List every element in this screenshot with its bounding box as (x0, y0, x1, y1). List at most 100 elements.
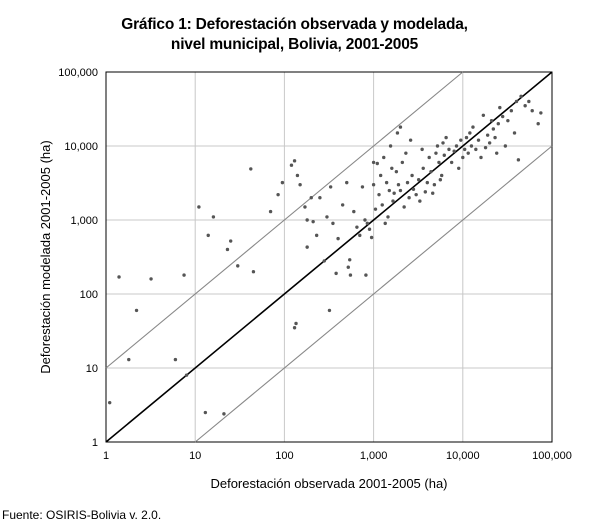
data-point (438, 178, 443, 182)
data-point (365, 221, 370, 226)
data-point (295, 173, 300, 178)
data-point (493, 135, 497, 140)
data-point (512, 131, 517, 135)
data-point (377, 192, 381, 197)
data-point (383, 221, 387, 226)
data-point (396, 182, 401, 187)
data-point (437, 160, 441, 165)
data-point (425, 180, 430, 185)
data-point (411, 187, 416, 191)
data-point (418, 199, 422, 203)
data-point (276, 192, 280, 197)
data-point (462, 147, 467, 152)
x-tick-label: 10 (189, 450, 201, 462)
data-point (251, 270, 256, 274)
data-point (387, 188, 392, 193)
data-point (469, 144, 474, 148)
data-point (225, 247, 230, 252)
data-point (514, 99, 519, 104)
data-point (249, 167, 253, 171)
data-point (442, 153, 446, 157)
data-point (327, 308, 332, 313)
data-point (509, 108, 514, 113)
data-point (479, 155, 483, 160)
data-point (364, 273, 368, 277)
data-point (371, 182, 376, 187)
data-point (405, 180, 410, 185)
data-point (380, 203, 384, 207)
data-point (481, 113, 486, 117)
data-point (408, 138, 413, 142)
data-point (506, 118, 510, 123)
data-point (390, 166, 394, 170)
y-tick-label: 100 (80, 289, 98, 301)
data-point (182, 273, 186, 277)
data-point (414, 192, 418, 197)
chart-subtitle: nivel municipal, Bolivia, 2001-2005 (170, 36, 419, 53)
data-point (429, 169, 433, 174)
data-point (328, 185, 333, 189)
data-point (536, 122, 540, 126)
data-point (427, 155, 431, 160)
data-point (421, 166, 425, 170)
reference-lines (105, 71, 553, 443)
data-point (474, 147, 478, 152)
data-point (280, 180, 285, 185)
data-point (500, 114, 505, 119)
x-axis-label: Deforestación observada 2001-2005 (ha) (210, 476, 447, 491)
data-point (134, 308, 139, 313)
data-point (496, 122, 500, 126)
data-point (487, 141, 492, 145)
data-point (416, 178, 421, 182)
source-note: Fuente: OSIRIS-Bolivia v. 2.0. (2, 508, 162, 522)
x-tick-label: 100 (275, 450, 293, 462)
data-point (173, 357, 178, 362)
data-point (527, 99, 531, 104)
data-point (314, 233, 319, 238)
data-point (369, 235, 374, 240)
data-point (498, 105, 502, 110)
x-axis-ticks: 1 10 100 1,000 10,000 100,000 (103, 450, 572, 462)
data-point (386, 215, 390, 219)
data-point (268, 209, 273, 214)
data-point (303, 205, 307, 209)
data-point (228, 239, 233, 243)
data-point (398, 125, 403, 129)
x-tick-label: 1,000 (360, 450, 388, 462)
x-tick-label: 100,000 (532, 450, 572, 462)
data-point (447, 147, 451, 152)
data-point (355, 225, 359, 229)
data-point (530, 108, 534, 113)
data-point (292, 326, 297, 330)
y-tick-label: 1,000 (70, 215, 98, 227)
x-tick-label: 10,000 (446, 450, 480, 462)
data-point (539, 111, 543, 115)
data-point (211, 215, 216, 219)
data-point (454, 144, 459, 148)
data-point (340, 203, 345, 207)
y-tick-label: 10,000 (64, 141, 98, 153)
data-point (503, 144, 508, 148)
data-point (373, 207, 378, 211)
data-point (358, 233, 362, 238)
data-point (464, 135, 469, 140)
identity-line (105, 71, 553, 443)
data-point (491, 127, 496, 131)
data-point (117, 275, 121, 279)
data-point (519, 94, 523, 98)
data-point (485, 133, 490, 137)
data-point (305, 218, 309, 222)
data-point (435, 144, 440, 148)
data-point (236, 264, 240, 268)
data-point (434, 151, 438, 155)
data-point (363, 218, 367, 222)
data-point (346, 265, 350, 269)
data-point (404, 151, 408, 155)
data-point (360, 185, 365, 189)
data-point (345, 180, 349, 185)
data-point (311, 219, 315, 224)
data-point (127, 357, 131, 362)
data-point (476, 138, 481, 142)
data-point (384, 180, 389, 185)
